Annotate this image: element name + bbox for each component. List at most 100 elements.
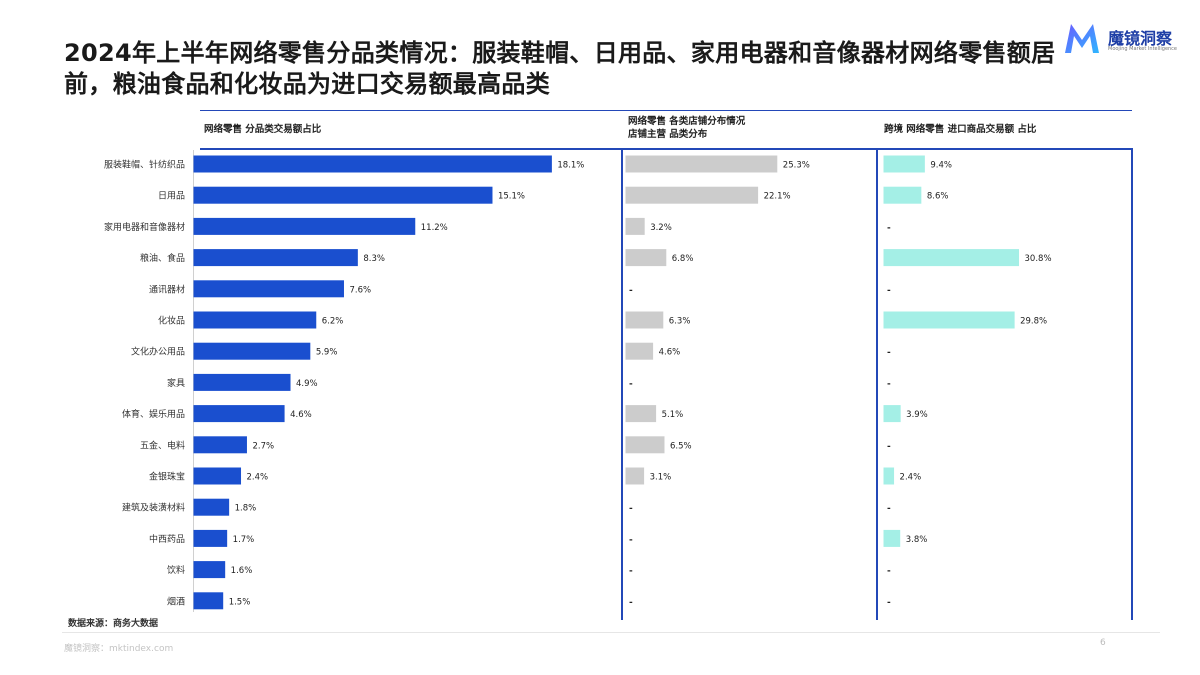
store-bar xyxy=(625,405,657,423)
store-bar xyxy=(625,436,665,454)
import-value-label: 3.8% xyxy=(906,535,928,545)
brand-logo: 魔镜洞察 Moojing Market Intelligence xyxy=(1062,20,1192,60)
main-value-label: 15.1% xyxy=(498,192,525,202)
store-bar xyxy=(625,342,654,360)
import-bar xyxy=(883,467,895,485)
store-value-label: 25.3% xyxy=(783,161,810,171)
store-panel-header-line1: 网络零售 各类店铺分布情况 xyxy=(628,116,746,127)
main-value-label: 1.8% xyxy=(235,504,257,514)
store-value-label: 4.6% xyxy=(659,348,681,358)
import-dash-label: - xyxy=(887,286,891,296)
import-panel-right-border xyxy=(1131,148,1133,620)
store-bar xyxy=(625,186,759,204)
main-value-label: 1.5% xyxy=(229,597,251,607)
store-bar xyxy=(625,155,778,173)
main-value-label: 6.2% xyxy=(322,317,344,327)
footer-rule xyxy=(62,632,1160,633)
import-value-label: 29.8% xyxy=(1020,317,1047,327)
main-value-label: 5.9% xyxy=(316,348,338,358)
import-dash-label: - xyxy=(887,567,891,577)
category-label: 通讯器材 xyxy=(149,283,185,295)
category-label: 建筑及装潢材料 xyxy=(122,502,185,514)
import-value-label: 9.4% xyxy=(930,161,952,171)
category-label: 饮料 xyxy=(167,564,185,576)
main-bar xyxy=(193,405,285,423)
main-bar xyxy=(193,217,416,235)
main-value-label: 7.6% xyxy=(349,285,371,295)
main-bar xyxy=(193,155,552,173)
import-dash-label: - xyxy=(887,442,891,452)
store-value-label: 22.1% xyxy=(764,192,791,202)
store-value-label: 6.5% xyxy=(670,441,692,451)
main-value-label: 8.3% xyxy=(363,254,385,264)
store-value-label: 6.3% xyxy=(669,317,691,327)
panel-top-rule xyxy=(200,148,1132,150)
category-label: 中西药品 xyxy=(149,533,185,545)
main-value-label: 4.6% xyxy=(290,410,312,420)
store-panel-left-border xyxy=(621,148,623,620)
main-panel-header: 网络零售 分品类交易额占比 xyxy=(204,124,322,135)
main-bar xyxy=(193,436,247,454)
store-dash-label: - xyxy=(629,567,633,577)
category-label: 烟酒 xyxy=(167,595,185,607)
import-value-label: 30.8% xyxy=(1025,254,1052,264)
import-dash-label: - xyxy=(887,379,891,389)
import-value-label: 3.9% xyxy=(906,410,928,420)
category-label: 服装鞋帽、针纺织品 xyxy=(104,159,185,171)
category-label: 日用品 xyxy=(158,191,185,202)
data-source: 数据来源：商务大数据 xyxy=(68,619,159,629)
store-value-label: 3.2% xyxy=(650,223,672,233)
page-number: 6 xyxy=(1100,638,1106,648)
main-bar xyxy=(193,592,224,610)
store-dash-label: - xyxy=(629,379,633,389)
store-value-label: 5.1% xyxy=(662,410,684,420)
main-bar xyxy=(193,342,311,360)
import-dash-label: - xyxy=(887,598,891,608)
main-value-label: 11.2% xyxy=(421,223,448,233)
category-label: 家用电器和音像器材 xyxy=(104,221,185,233)
main-value-label: 2.7% xyxy=(252,441,274,451)
main-bar xyxy=(193,373,291,391)
store-dash-label: - xyxy=(629,598,633,608)
import-bar xyxy=(883,186,922,204)
import-bar xyxy=(883,529,901,547)
store-dash-label: - xyxy=(629,286,633,296)
category-label: 文化办公用品 xyxy=(131,346,185,358)
store-dash-label: - xyxy=(629,535,633,545)
category-label: 金银珠宝 xyxy=(149,471,185,483)
import-value-label: 2.4% xyxy=(900,473,922,483)
main-value-label: 18.1% xyxy=(557,161,584,171)
category-label: 粮油、食品 xyxy=(140,252,185,264)
main-value-label: 1.7% xyxy=(233,535,255,545)
store-bar xyxy=(625,249,667,267)
main-bar xyxy=(193,249,358,267)
footer-site: 魔镜洞察：mktindex.com xyxy=(64,644,174,654)
main-value-label: 4.9% xyxy=(296,379,318,389)
import-dash-label: - xyxy=(887,504,891,514)
category-label: 家具 xyxy=(167,377,185,389)
main-bar xyxy=(193,280,344,298)
main-bar xyxy=(193,529,228,547)
import-panel-left-border xyxy=(876,148,878,620)
import-bar xyxy=(883,405,901,423)
main-bar xyxy=(193,467,242,485)
main-bar xyxy=(193,498,230,516)
store-bar xyxy=(625,217,645,235)
main-bar xyxy=(193,561,226,579)
store-value-label: 6.8% xyxy=(672,254,694,264)
store-bar xyxy=(625,467,645,485)
main-bar xyxy=(193,311,317,329)
header-rule xyxy=(200,110,1132,111)
main-value-label: 2.4% xyxy=(247,473,269,483)
import-value-label: 8.6% xyxy=(927,192,949,202)
store-panel-header-line2: 店铺主营 品类分布 xyxy=(628,129,708,140)
main-bar xyxy=(193,186,493,204)
logo-m-icon xyxy=(1065,24,1099,53)
import-bar xyxy=(883,311,1015,329)
category-label: 化妆品 xyxy=(158,315,185,327)
import-dash-label: - xyxy=(887,223,891,233)
import-bar xyxy=(883,155,925,173)
category-label: 五金、电料 xyxy=(140,439,185,451)
import-panel-header: 跨境 网络零售 进口商品交易额 占比 xyxy=(884,124,1037,135)
